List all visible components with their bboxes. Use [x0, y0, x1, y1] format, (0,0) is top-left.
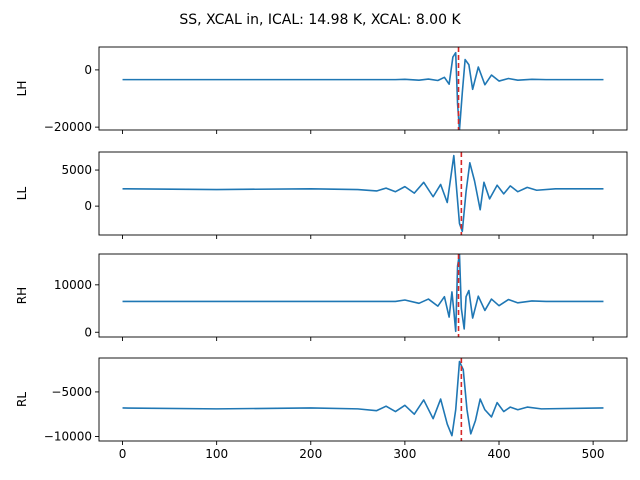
- y-axis-label: LL: [15, 187, 29, 201]
- axes-frame: [98, 46, 628, 131]
- panel-ll: 0 5000 LL: [15, 151, 628, 239]
- chart-title: SS, XCAL in, ICAL: 14.98 K, XCAL: 8.00 K: [179, 12, 461, 28]
- series-line: [122, 254, 604, 333]
- x-tick-label: 0: [119, 447, 127, 461]
- axes-frame: [98, 253, 628, 338]
- panel-rh: 0 10000 RH: [15, 253, 628, 341]
- y-axis-label: RL: [15, 392, 29, 407]
- y-tick-label: 0: [84, 325, 92, 339]
- x-tick-label: 300: [393, 447, 416, 461]
- y-tick-label: −20000: [44, 120, 92, 134]
- x-tick-label: 400: [488, 447, 511, 461]
- x-tick-label: 100: [205, 447, 228, 461]
- y-tick-label: 0: [84, 63, 92, 77]
- panel-lh: 0 −20000 LH: [15, 46, 628, 134]
- axes-frame: [98, 357, 628, 442]
- panel-rl: −5000 −10000 0 100 200 300 400 500 RL: [15, 357, 628, 461]
- y-tick-label: 5000: [61, 163, 92, 177]
- x-tick-label: 500: [582, 447, 605, 461]
- series-line: [122, 360, 604, 437]
- y-axis-label: RH: [15, 287, 29, 304]
- x-tick-label: 200: [299, 447, 322, 461]
- y-tick-label: 10000: [54, 278, 92, 292]
- y-tick-label: −10000: [44, 430, 92, 444]
- y-tick-label: 0: [84, 199, 92, 213]
- y-tick-label: −5000: [51, 385, 92, 399]
- y-axis-label: LH: [15, 81, 29, 97]
- series-line: [122, 51, 604, 130]
- axes-frame: [98, 151, 628, 236]
